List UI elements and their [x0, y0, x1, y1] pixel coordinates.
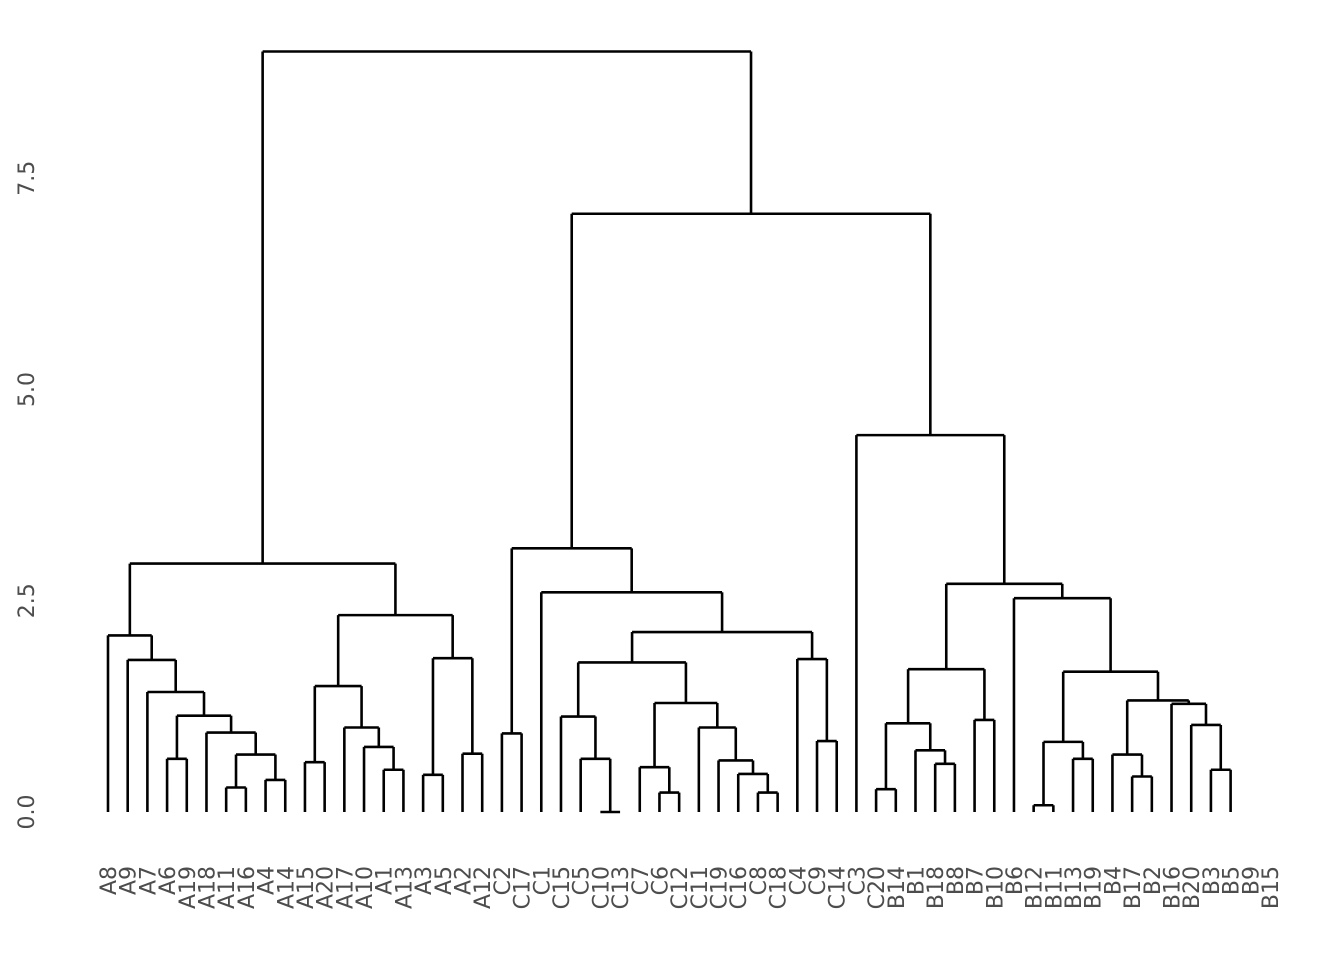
leaf-label: C1 — [530, 866, 555, 895]
leaf-label: A3 — [412, 866, 437, 895]
leaf-label: A20 — [314, 866, 339, 909]
leaf-label: B12 — [1023, 866, 1048, 909]
leaf-label: B6 — [1003, 866, 1028, 895]
leaf-label: C12 — [668, 866, 693, 909]
leaf-label: C9 — [806, 866, 831, 895]
leaf-label: A17 — [333, 866, 358, 909]
leaf-label: B14 — [885, 866, 910, 909]
leaf-label: A18 — [195, 866, 220, 909]
leaf-label: A16 — [235, 866, 260, 909]
leaf-label: A12 — [471, 866, 496, 909]
leaf-label: C8 — [747, 866, 772, 895]
leaf-label: B13 — [1062, 866, 1087, 909]
leaf-label: B18 — [924, 866, 949, 909]
leaf-label: C16 — [727, 866, 752, 909]
leaf-label: B16 — [1161, 866, 1186, 909]
leaf-label: A5 — [432, 866, 457, 895]
leaf-label: C5 — [570, 866, 595, 895]
leaf-label: C20 — [865, 866, 890, 909]
leaf-label: B3 — [1200, 866, 1225, 895]
leaf-label: B19 — [1082, 866, 1107, 909]
y-tick-label: 7.5 — [15, 161, 40, 196]
leaf-label: A10 — [353, 866, 378, 909]
leaf-label: A2 — [452, 866, 477, 895]
leaf-label: C7 — [629, 866, 654, 895]
leaf-label: A13 — [392, 866, 417, 909]
leaf-label: A8 — [97, 866, 122, 895]
leaf-label: B9 — [1239, 866, 1264, 895]
y-axis-ticks: 0.0 2.5 5.0 7.5 — [15, 161, 40, 830]
leaf-label: B7 — [964, 866, 989, 895]
leaf-label: A11 — [215, 866, 240, 909]
leaf-label: B20 — [1180, 866, 1205, 909]
leaf-label: A6 — [156, 866, 181, 895]
leaf-label: B15 — [1259, 866, 1284, 909]
leaf-label: B4 — [1101, 866, 1126, 895]
leaf-label: A15 — [294, 866, 319, 909]
leaf-label: B17 — [1121, 866, 1146, 909]
leaf-label: C3 — [845, 866, 870, 895]
leaf-label: B10 — [983, 866, 1008, 909]
leaf-label: A7 — [136, 866, 161, 895]
leaf-label: A9 — [117, 866, 142, 895]
leaf-label: C19 — [708, 866, 733, 909]
leaf-label: B2 — [1141, 866, 1166, 895]
leaf-label: B5 — [1220, 866, 1245, 895]
leaf-label: C15 — [550, 866, 575, 909]
leaf-labels: A8A9A7A6A19A18A11A16A4A14A15A20A17A10A1A… — [97, 866, 1284, 909]
leaf-label: B1 — [904, 866, 929, 895]
leaf-label: B8 — [944, 866, 969, 895]
y-tick-label: 0.0 — [15, 795, 40, 830]
leaf-label: A19 — [176, 866, 201, 909]
leaf-label: C17 — [511, 866, 536, 909]
leaf-label: A14 — [274, 866, 299, 909]
y-tick-label: 2.5 — [15, 583, 40, 618]
leaf-label: C2 — [491, 866, 516, 895]
leaf-label: B11 — [1042, 866, 1067, 909]
leaf-label: C6 — [648, 866, 673, 895]
y-tick-label: 5.0 — [15, 372, 40, 407]
leaf-label: C11 — [688, 866, 713, 909]
leaf-label: C4 — [786, 866, 811, 895]
leaf-label: C14 — [826, 866, 851, 909]
leaf-label: C18 — [767, 866, 792, 909]
leaf-label: C10 — [589, 866, 614, 909]
leaf-label: C13 — [609, 866, 634, 909]
dendrogram-links — [106, 50, 1232, 814]
leaf-label: A4 — [255, 866, 280, 895]
leaf-label: A1 — [373, 866, 398, 895]
